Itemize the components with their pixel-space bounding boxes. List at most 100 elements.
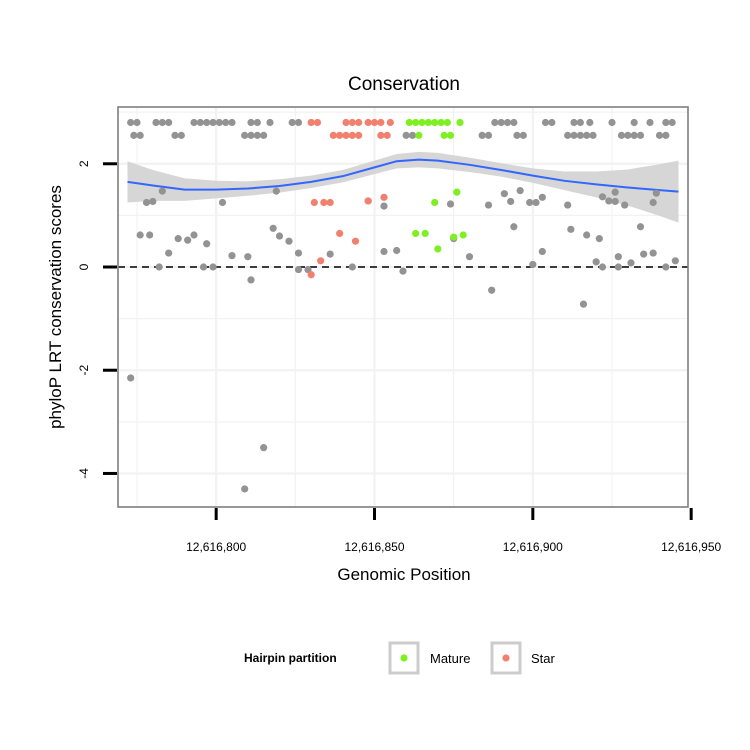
point-other bbox=[636, 131, 645, 139]
x-tick-label: 12,616,850 bbox=[344, 540, 404, 554]
point-star bbox=[348, 131, 356, 139]
y-axis: -4 -2 0 2 bbox=[77, 160, 117, 479]
point-other bbox=[218, 198, 227, 207]
point-other bbox=[174, 235, 182, 243]
point-star bbox=[355, 118, 363, 127]
point-other bbox=[671, 257, 679, 265]
point-other bbox=[155, 263, 163, 271]
legend: Hairpin partition Mature Star bbox=[244, 641, 556, 675]
point-other bbox=[158, 187, 166, 195]
point-other bbox=[614, 263, 622, 271]
point-other bbox=[564, 201, 572, 209]
point-other bbox=[304, 265, 312, 274]
point-other bbox=[402, 131, 410, 139]
point-other bbox=[260, 131, 268, 139]
data-points bbox=[127, 118, 679, 493]
point-other bbox=[294, 265, 303, 274]
point-other bbox=[595, 235, 603, 243]
point-other bbox=[624, 131, 632, 139]
point-other bbox=[503, 118, 512, 127]
point-other bbox=[662, 118, 670, 127]
point-other bbox=[627, 259, 635, 267]
point-other bbox=[294, 118, 303, 127]
point-other bbox=[579, 300, 588, 308]
point-other bbox=[614, 253, 622, 261]
point-other bbox=[548, 118, 556, 127]
point-other bbox=[247, 118, 255, 127]
point-other bbox=[272, 187, 280, 195]
point-star bbox=[383, 131, 391, 139]
point-star bbox=[386, 118, 394, 127]
point-mature bbox=[412, 229, 420, 238]
point-mature bbox=[424, 118, 432, 127]
point-other bbox=[142, 198, 151, 207]
point-other bbox=[465, 253, 474, 261]
point-other bbox=[592, 258, 600, 266]
point-star bbox=[377, 118, 385, 127]
point-star bbox=[336, 229, 344, 238]
point-other bbox=[171, 131, 179, 139]
point-other bbox=[348, 263, 356, 271]
point-other bbox=[196, 118, 204, 127]
point-star bbox=[377, 131, 385, 139]
point-star bbox=[336, 131, 344, 139]
point-other bbox=[538, 247, 546, 256]
panel-border bbox=[117, 106, 689, 508]
point-other bbox=[513, 131, 521, 139]
point-other bbox=[177, 131, 185, 139]
point-other bbox=[393, 246, 401, 255]
point-other bbox=[507, 197, 515, 206]
y-tick-label: 2 bbox=[77, 160, 91, 167]
x-tick-label: 12,616,900 bbox=[503, 540, 563, 554]
point-star bbox=[364, 118, 372, 127]
legend-title: Hairpin partition bbox=[244, 651, 337, 665]
point-other bbox=[152, 118, 160, 127]
point-mature bbox=[446, 131, 455, 139]
point-other bbox=[241, 131, 249, 139]
point-other bbox=[662, 263, 670, 271]
legend-dot-mature bbox=[400, 654, 408, 662]
point-other bbox=[636, 223, 645, 231]
point-other bbox=[247, 276, 255, 284]
point-other bbox=[133, 118, 141, 127]
point-other bbox=[275, 232, 284, 240]
point-other bbox=[510, 118, 518, 127]
point-other bbox=[127, 118, 135, 127]
point-other bbox=[488, 286, 496, 294]
point-other bbox=[608, 118, 616, 127]
point-mature bbox=[450, 233, 458, 241]
point-other bbox=[662, 131, 670, 139]
point-other bbox=[532, 198, 540, 207]
y-tick-label: 0 bbox=[77, 263, 91, 270]
point-star bbox=[355, 131, 363, 139]
point-other bbox=[617, 131, 626, 139]
point-other bbox=[215, 118, 223, 127]
point-star bbox=[313, 118, 322, 127]
smooth-line-layer bbox=[127, 158, 679, 193]
point-other bbox=[655, 131, 664, 139]
point-star bbox=[307, 271, 315, 279]
point-other bbox=[380, 202, 388, 210]
point-star bbox=[342, 118, 350, 127]
point-other bbox=[570, 131, 578, 139]
point-star bbox=[326, 198, 334, 207]
point-star bbox=[370, 118, 379, 127]
point-other bbox=[583, 131, 591, 139]
point-other bbox=[136, 131, 144, 139]
smooth-ribbon-layer bbox=[127, 151, 679, 223]
point-other bbox=[127, 374, 135, 382]
chart-title: Conservation bbox=[348, 74, 460, 95]
point-other bbox=[649, 198, 657, 207]
point-other bbox=[589, 131, 597, 139]
point-mature bbox=[459, 231, 467, 239]
y-tick-label: -2 bbox=[77, 365, 91, 376]
point-other bbox=[649, 249, 657, 257]
point-other bbox=[491, 118, 499, 127]
point-other bbox=[222, 118, 230, 127]
point-other bbox=[266, 118, 274, 127]
point-other bbox=[541, 118, 550, 127]
x-tick-label: 12,616,950 bbox=[661, 540, 721, 554]
point-other bbox=[399, 267, 407, 275]
point-other bbox=[640, 250, 648, 258]
point-other bbox=[564, 131, 572, 139]
